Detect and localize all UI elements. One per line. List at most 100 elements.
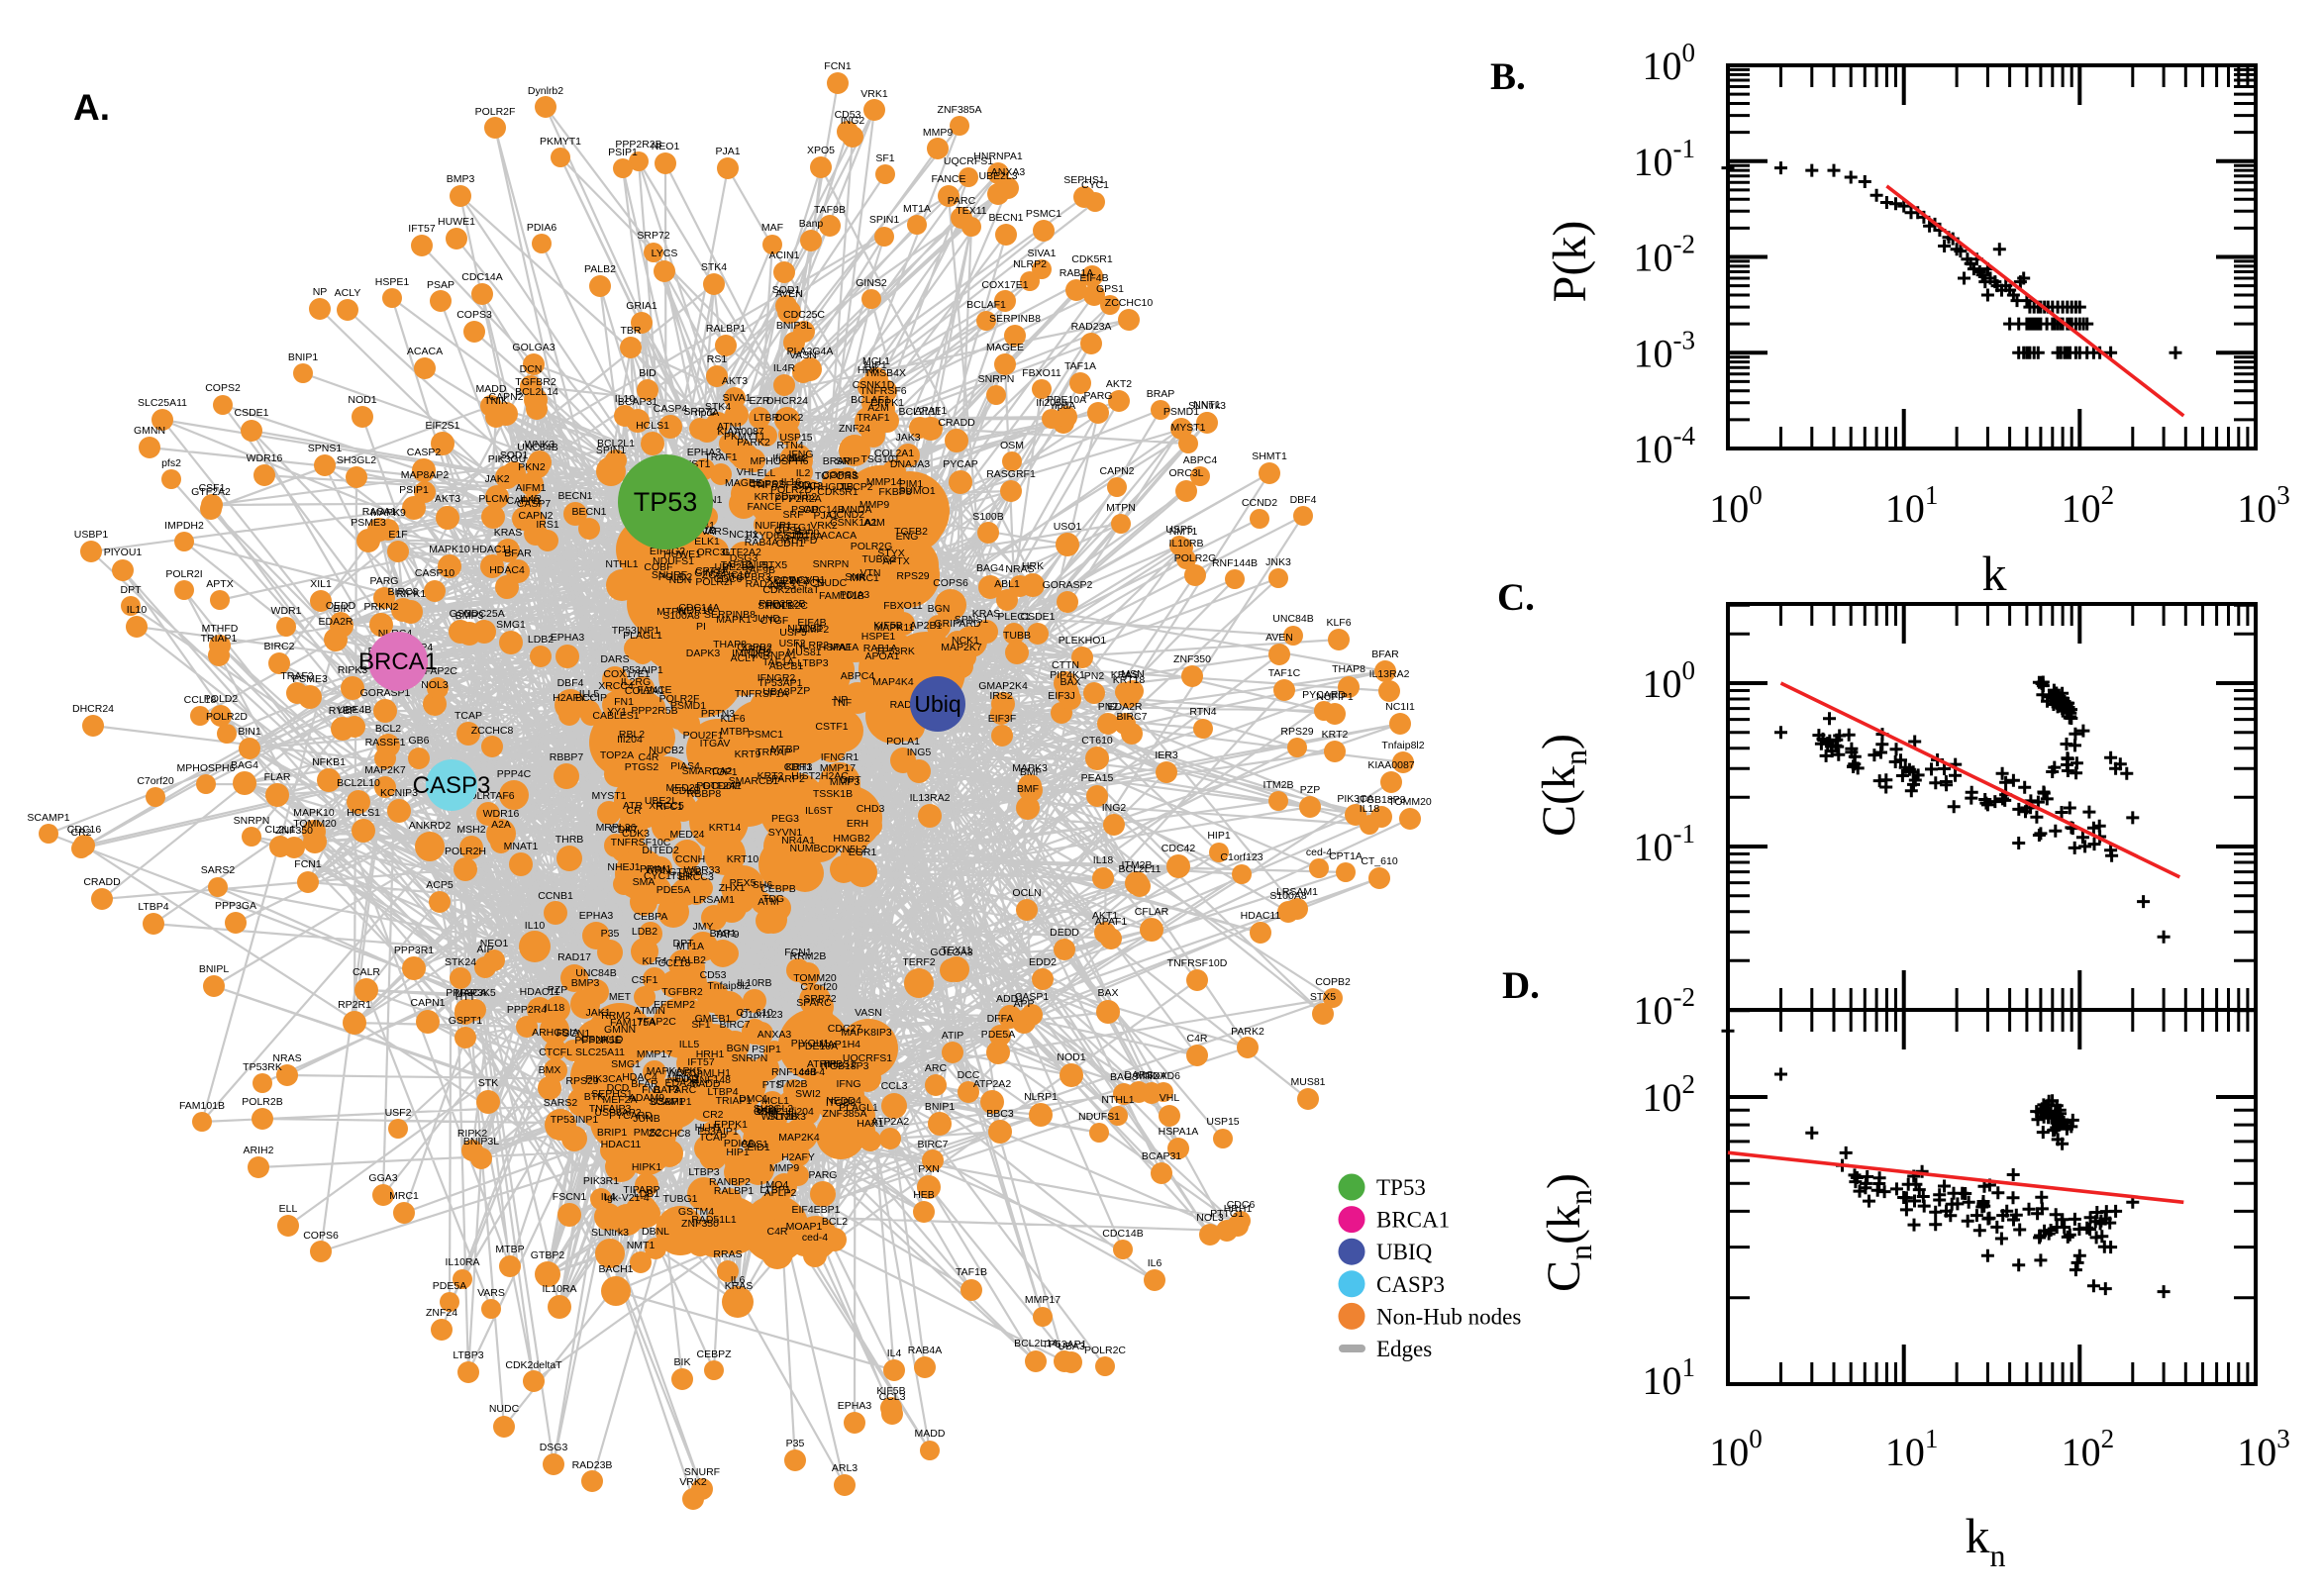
svg-text:TRAF1: TRAF1	[857, 412, 889, 424]
svg-text:ITGB18P3: ITGB18P3	[1357, 794, 1405, 806]
svg-text:MED25: MED25	[665, 782, 700, 794]
svg-text:PIAS4: PIAS4	[670, 760, 700, 772]
svg-text:GTF2A2: GTF2A2	[722, 547, 761, 558]
svg-text:HDAC11: HDAC11	[520, 986, 560, 998]
svg-text:SF1: SF1	[691, 1019, 710, 1031]
svg-text:CABLES1: CABLES1	[592, 710, 639, 722]
svg-text:PLAGL1: PLAGL1	[839, 1102, 878, 1114]
svg-text:E1F: E1F	[388, 529, 407, 541]
svg-text:JUNB: JUNB	[633, 1113, 659, 1125]
svg-text:SMARCA2: SMARCA2	[682, 765, 733, 777]
svg-text:BCL2L14: BCL2L14	[515, 386, 558, 398]
svg-text:NRAS: NRAS	[1005, 563, 1034, 575]
svg-text:POLR2G: POLR2G	[1174, 552, 1217, 564]
svg-text:CYC1: CYC1	[1081, 179, 1109, 191]
svg-text:101: 101	[1885, 480, 1939, 531]
svg-text:BCLAF1: BCLAF1	[966, 299, 1006, 311]
svg-text:VRK2: VRK2	[679, 1476, 707, 1488]
svg-text:A2M: A2M	[863, 517, 885, 529]
svg-text:BCL2L11: BCL2L11	[898, 406, 941, 418]
svg-text:102: 102	[2062, 480, 2115, 531]
svg-text:IL10RB: IL10RB	[1168, 538, 1203, 549]
svg-text:MAPK10: MAPK10	[429, 544, 470, 555]
svg-text:TP53INP1: TP53INP1	[551, 1114, 599, 1126]
svg-text:BAT3: BAT3	[654, 1084, 679, 1096]
svg-text:ZCCHC8: ZCCHC8	[649, 1128, 691, 1140]
svg-text:SNRPN: SNRPN	[234, 815, 270, 827]
svg-text:MMP2: MMP2	[799, 624, 829, 636]
svg-text:PARG: PARG	[370, 575, 399, 587]
svg-text:BNIPL: BNIPL	[742, 559, 772, 571]
svg-text:CEBPZ: CEBPZ	[696, 1348, 732, 1360]
svg-text:IL6: IL6	[731, 1274, 746, 1286]
svg-text:PKMYT1: PKMYT1	[540, 136, 581, 148]
svg-text:STX5: STX5	[1310, 991, 1336, 1003]
svg-text:BNIP1: BNIP1	[288, 351, 319, 363]
svg-text:FAM175A: FAM175A	[610, 1017, 656, 1029]
svg-text:TCAP: TCAP	[699, 1132, 727, 1144]
svg-text:HCLS1: HCLS1	[636, 420, 669, 432]
svg-text:AKT2: AKT2	[1106, 378, 1132, 390]
svg-text:NLRP2: NLRP2	[1013, 258, 1047, 270]
svg-text:COPS6: COPS6	[303, 1230, 339, 1242]
svg-text:A2M: A2M	[867, 402, 889, 414]
svg-text:TFAP2C: TFAP2C	[418, 665, 457, 677]
svg-text:USBP1: USBP1	[74, 529, 109, 541]
svg-text:TP53RK: TP53RK	[243, 1061, 282, 1073]
svg-text:MAGEE: MAGEE	[986, 342, 1024, 353]
svg-text:ABCB1: ABCB1	[769, 660, 804, 672]
svg-text:Cn(kn): Cn(kn)	[1538, 1173, 1598, 1292]
svg-text:OEDD: OEDD	[326, 600, 356, 612]
svg-text:UBA3: UBA3	[762, 686, 790, 698]
svg-text:THRB: THRB	[556, 834, 584, 846]
svg-text:KIF5B: KIF5B	[873, 620, 902, 632]
svg-text:BECN1: BECN1	[988, 212, 1023, 224]
svg-text:CSNK1D: CSNK1D	[853, 379, 895, 391]
svg-text:SRF: SRF	[783, 509, 804, 521]
svg-text:NCK1: NCK1	[952, 635, 979, 647]
svg-text:NOD1: NOD1	[348, 394, 376, 406]
svg-text:CT610: CT610	[1081, 735, 1113, 747]
svg-text:CT_610: CT_610	[736, 1007, 773, 1019]
svg-text:HIP1: HIP1	[863, 359, 887, 371]
svg-text:IL13RA2: IL13RA2	[1369, 668, 1410, 680]
svg-text:MPHOSPH6: MPHOSPH6	[177, 762, 236, 774]
svg-text:DPT: DPT	[121, 584, 143, 596]
svg-text:ARHGDIA: ARHGDIA	[532, 1027, 579, 1039]
svg-text:CSTF1: CSTF1	[815, 721, 848, 733]
svg-text:CSF1: CSF1	[199, 482, 226, 494]
svg-text:PIYOU1: PIYOU1	[791, 1038, 830, 1049]
svg-text:PDCD6IP: PDCD6IP	[696, 780, 742, 792]
svg-text:RASSF1: RASSF1	[365, 737, 406, 748]
svg-text:BMX: BMX	[539, 1064, 561, 1076]
svg-text:CDK2deltaT: CDK2deltaT	[505, 1359, 562, 1371]
svg-text:ARHGDIB: ARHGDIB	[806, 481, 854, 493]
svg-text:TSSK1B: TSSK1B	[813, 788, 853, 800]
svg-text:C4R: C4R	[766, 1226, 787, 1238]
svg-text:SNRPN: SNRPN	[813, 558, 850, 570]
svg-text:C4R: C4R	[1186, 1033, 1207, 1045]
svg-text:TNFRSF1A: TNFRSF1A	[735, 688, 788, 700]
svg-text:CDS1: CDS1	[741, 1139, 768, 1150]
svg-text:IL10RA: IL10RA	[542, 1283, 576, 1295]
svg-text:NC1I1: NC1I1	[1385, 701, 1415, 713]
svg-text:SNIP: SNIP	[836, 455, 860, 467]
svg-text:PDE10A: PDE10A	[1047, 394, 1086, 406]
svg-text:POLR2B: POLR2B	[242, 1096, 282, 1108]
svg-text:10-2: 10-2	[1634, 230, 1696, 280]
svg-text:k: k	[1982, 546, 2007, 601]
svg-text:DSG3: DSG3	[730, 552, 758, 564]
svg-text:SRP72: SRP72	[803, 993, 836, 1005]
svg-text:DITED2: DITED2	[642, 845, 679, 856]
svg-text:C.: C.	[1497, 576, 1535, 619]
svg-text:SPIN1: SPIN1	[596, 445, 627, 456]
svg-text:BRCA1: BRCA1	[358, 648, 438, 675]
svg-text:NTHL1: NTHL1	[1101, 1094, 1134, 1106]
svg-text:HDAC11: HDAC11	[1241, 910, 1281, 922]
svg-text:JUND: JUND	[753, 613, 780, 625]
svg-text:FCN1: FCN1	[784, 947, 812, 958]
svg-text:TP53RK: TP53RK	[875, 646, 915, 657]
svg-text:SEPHS1: SEPHS1	[591, 1088, 633, 1100]
svg-text:ING2: ING2	[841, 115, 865, 127]
svg-text:POLR2C: POLR2C	[766, 600, 808, 612]
